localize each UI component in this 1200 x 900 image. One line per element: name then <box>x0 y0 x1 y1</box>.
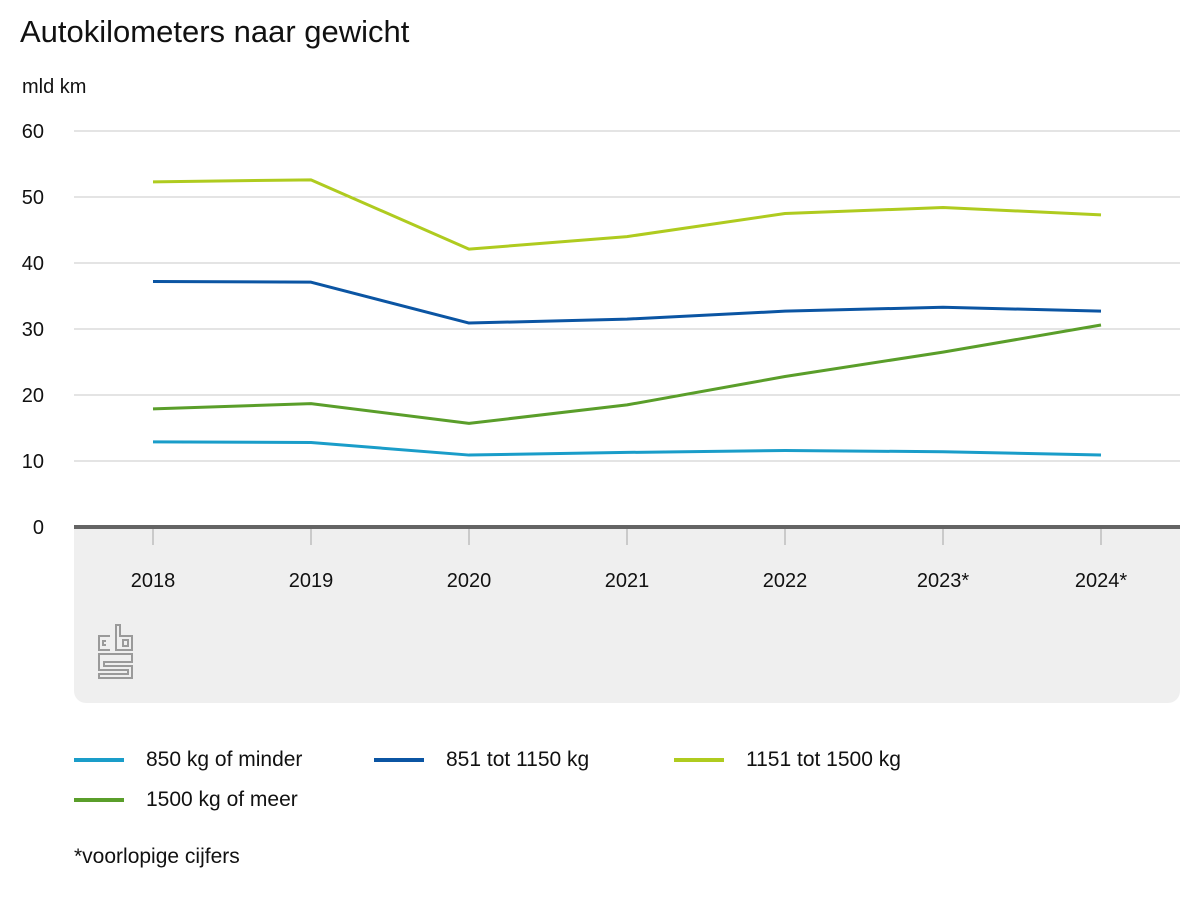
x-tick-label: 2024* <box>1075 570 1127 592</box>
y-tick-labels: 0 10 20 30 40 50 60 <box>22 121 44 539</box>
y-tick-label: 60 <box>22 121 44 143</box>
legend-swatch <box>74 798 124 802</box>
y-axis-label: mld km <box>22 76 87 98</box>
y-tick-label: 30 <box>22 319 44 341</box>
y-tick-label: 50 <box>22 187 44 209</box>
y-tick-label: 0 <box>33 517 44 539</box>
y-tick-label: 20 <box>22 385 44 407</box>
legend-item: 851 tot 1150 kg <box>374 748 589 772</box>
legend-label: 1151 tot 1500 kg <box>746 748 901 771</box>
legend-item: 1151 tot 1500 kg <box>674 748 901 772</box>
gridlines <box>74 130 1180 462</box>
x-tick-label: 2019 <box>289 570 334 592</box>
x-tick-label: 2021 <box>605 570 650 592</box>
x-tick-label: 2022 <box>763 570 808 592</box>
series-line-1 <box>152 440 1102 457</box>
legend-swatch <box>374 758 424 762</box>
x-tick-label: 2023* <box>917 570 969 592</box>
x-tick-label: 2020 <box>447 570 492 592</box>
legend-label: 1500 kg of meer <box>146 788 298 811</box>
legend-swatch <box>74 758 124 762</box>
footnote: *voorlopige cijfers <box>74 845 240 868</box>
series-line-4 <box>152 323 1102 425</box>
x-tick-labels: 2018 2019 2020 2021 2022 2023* 2024* <box>131 529 1127 592</box>
legend-swatch <box>674 758 724 762</box>
y-tick-label: 40 <box>22 253 44 275</box>
legend-item: 850 kg of minder <box>74 748 302 772</box>
legend-label: 851 tot 1150 kg <box>446 748 590 771</box>
legend-label: 850 kg of minder <box>146 748 303 771</box>
legend-item: 1500 kg of meer <box>74 788 298 812</box>
series-lines <box>152 178 1102 457</box>
y-tick-label: 10 <box>22 451 44 473</box>
cbs-logo-icon <box>98 624 133 679</box>
x-tick-label: 2018 <box>131 570 176 592</box>
chart-title: Autokilometers naar gewicht <box>20 14 410 49</box>
series-line-2 <box>152 279 1102 325</box>
x-axis-panel <box>74 527 1180 703</box>
series-line-3 <box>152 178 1102 251</box>
